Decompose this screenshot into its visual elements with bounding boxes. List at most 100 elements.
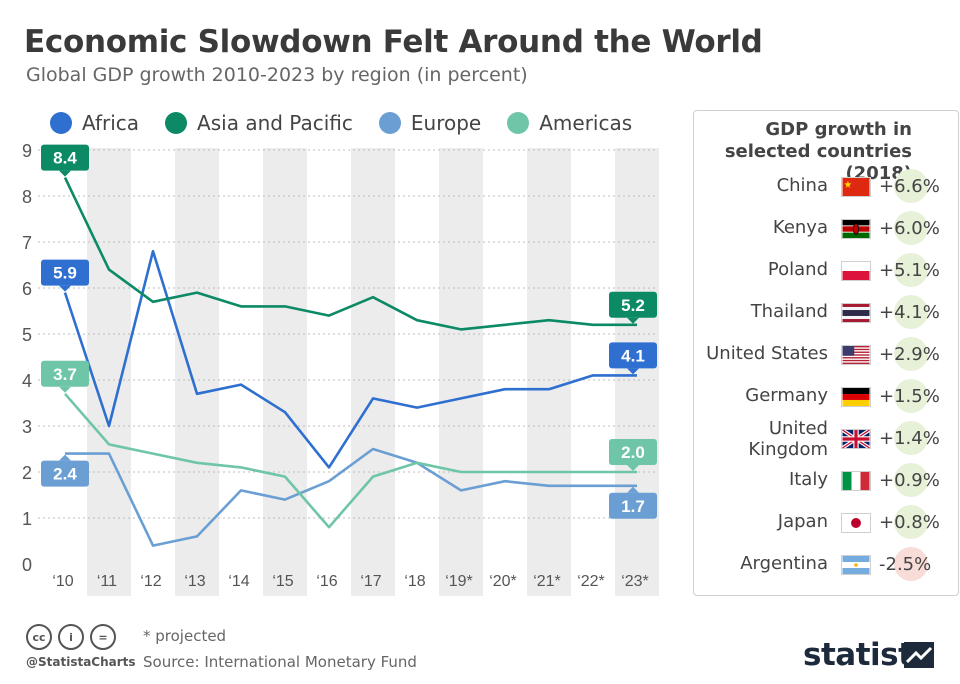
legend-item-americas: Americas [507, 110, 632, 136]
value-highlight-circle [894, 337, 928, 371]
country-growth-value: +4.1% [879, 302, 940, 323]
value-highlight-circle [894, 253, 928, 287]
legend-label-asia-pacific: Asia and Pacific [197, 111, 353, 135]
country-name: Italy [788, 469, 828, 490]
value-highlight-circle [894, 547, 928, 581]
value-badge [41, 259, 89, 286]
country-row: Italy +0.9% [694, 463, 958, 499]
column-band [175, 148, 219, 596]
legend-item-africa: Africa [50, 110, 139, 136]
value-label: 3.7 [53, 365, 77, 384]
country-name: United Kingdom [748, 418, 828, 460]
country-growth-value: +0.9% [879, 470, 940, 491]
brand-mark-icon [904, 642, 934, 668]
thailand-flag-icon [841, 303, 871, 323]
value-label: 2.4 [53, 465, 77, 484]
badge-pointer [627, 368, 639, 375]
country-growth-panel: GDP growth in selected countries (2018) … [693, 110, 959, 596]
line-chart: 0 1 2 3 4 5 6 7 8 9 ‘10 ‘11 ‘12 ‘13 ‘14 ‘15 ‘16 ‘17 ‘18 ‘19… [22, 141, 659, 596]
legend-item-europe: Europe [378, 110, 482, 136]
country-name: Thailand [750, 301, 828, 322]
column-band [615, 148, 659, 596]
badge-pointer [59, 454, 71, 461]
x-tick-label: ‘13 [184, 573, 205, 590]
value-badge [609, 342, 657, 369]
value-label: 4.1 [621, 346, 645, 365]
country-name: Poland [767, 259, 828, 280]
germany-flag-icon [841, 387, 871, 407]
kenya-flag-icon [841, 219, 871, 239]
country-name: Germany [745, 385, 828, 406]
x-tick-label: ‘23* [621, 573, 649, 590]
argentina-flag-icon [841, 555, 871, 575]
badge-pointer [627, 465, 639, 471]
y-tick-label: 8 [22, 187, 32, 207]
country-row: Germany +1.5% [694, 379, 958, 415]
italy-flag-icon [841, 471, 871, 491]
no-derivatives-icon: = [90, 624, 116, 650]
series-line [64, 392, 637, 529]
x-tick-label: ‘16 [316, 573, 337, 590]
x-tick-label: ‘14 [228, 573, 249, 590]
column-band [351, 148, 395, 596]
country-growth-value: +1.5% [879, 386, 940, 407]
x-tick-label: ‘18 [404, 573, 425, 590]
legend-label-americas: Americas [539, 111, 633, 135]
value-badge [41, 360, 89, 387]
country-growth-value: +0.8% [879, 512, 940, 533]
value-highlight-circle [894, 421, 928, 455]
country-row: United Kingdom +1.4% [694, 418, 958, 460]
y-tick-label: 2 [22, 463, 32, 483]
japan-flag-icon [841, 513, 871, 533]
column-band [87, 148, 131, 596]
column-band [263, 148, 307, 596]
country-row: Poland +5.1% [694, 253, 958, 289]
source-note: Source: International Monetary Fund [143, 653, 417, 671]
x-tick-label: ‘12 [140, 573, 161, 590]
license-icons: cc i = [26, 624, 116, 650]
badge-pointer [627, 486, 639, 493]
country-row: Japan +0.8% [694, 505, 958, 541]
x-tick-label: ‘15 [272, 573, 293, 590]
value-badge [609, 439, 657, 465]
country-name: Japan [777, 511, 828, 532]
value-highlight-circle [894, 295, 928, 329]
legend-marker-asia-pacific [165, 112, 188, 134]
y-tick-label: 3 [22, 417, 32, 437]
column-band [527, 148, 571, 596]
badge-pointer [59, 170, 71, 177]
value-highlight-circle [894, 463, 928, 497]
badge-pointer [59, 386, 71, 393]
legend-label-europe: Europe [410, 111, 482, 135]
legend-item-asia-pacific: Asia and Pacific [165, 110, 353, 136]
value-highlight-circle [894, 169, 928, 203]
legend-marker-africa [50, 112, 72, 134]
value-label: 5.2 [621, 296, 645, 315]
badge-pointer [59, 285, 71, 292]
country-name: United States [706, 343, 828, 364]
series-line [63, 177, 637, 331]
legend-marker-americas [507, 112, 530, 134]
poland-flag-icon [841, 261, 871, 281]
series-line [65, 447, 637, 547]
social-handle: @StatistaCharts [26, 655, 136, 669]
country-growth-value: +5.1% [879, 260, 940, 281]
projection-note: * projected [143, 627, 227, 645]
country-growth-value: +2.9% [879, 344, 940, 365]
value-highlight-circle [894, 505, 928, 539]
country-name: China [776, 175, 828, 196]
value-label: 8.4 [53, 149, 77, 168]
country-row: Kenya +6.0% [694, 211, 958, 247]
value-highlight-circle [894, 211, 928, 245]
legend-label-africa: Africa [82, 111, 140, 135]
y-tick-label: 0 [22, 555, 32, 575]
legend-marker-europe [378, 112, 401, 134]
y-tick-label: 6 [22, 279, 32, 299]
x-tick-label: ‘10 [52, 573, 73, 590]
country-growth-value: +1.4% [879, 428, 940, 449]
chart-legend: Africa Asia and Pacific Europe Americas [50, 110, 658, 136]
column-band [439, 148, 483, 596]
value-badge [41, 460, 89, 487]
x-tick-label: ‘17 [360, 573, 381, 590]
country-growth-value: +6.0% [879, 218, 940, 239]
